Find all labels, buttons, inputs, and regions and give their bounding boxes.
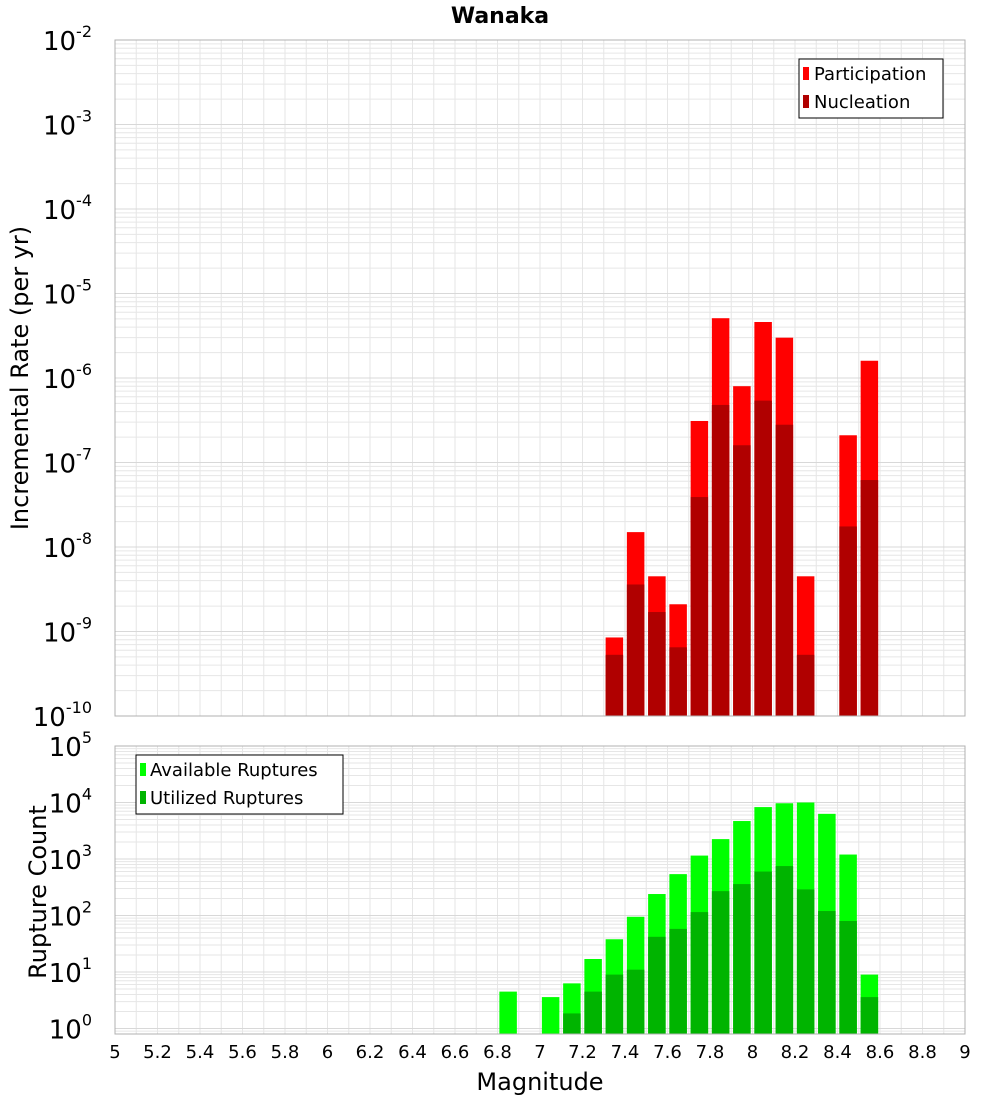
bottom-legend: Available Ruptures Utilized Ruptures xyxy=(135,754,344,815)
bottom-y-tick-label: 102 xyxy=(49,898,92,933)
utilized-bar xyxy=(669,928,687,1034)
utilized-bar xyxy=(690,912,709,1034)
nucleation-bar xyxy=(754,400,772,716)
utilized-bar xyxy=(626,969,645,1034)
nucleation-bar xyxy=(796,654,815,716)
x-tick-label: 6.8 xyxy=(483,1042,512,1063)
nucleation-bar xyxy=(860,480,879,716)
bottom-legend-box xyxy=(135,754,344,815)
x-tick-label: 8.6 xyxy=(866,1042,895,1063)
utilized-legend-label: Utilized Ruptures xyxy=(150,788,303,809)
utilized-bar xyxy=(711,891,730,1034)
bottom-y-ticks: 105 104 103 102 101 100 xyxy=(49,728,92,1046)
bottom-y-axis-label: Rupture Count xyxy=(24,805,52,979)
utilized-bar xyxy=(818,911,836,1034)
nucleation-bar xyxy=(711,404,730,716)
utilized-bar xyxy=(754,871,772,1034)
top-y-tick-label: 10-8 xyxy=(43,529,92,564)
nucleation-bar xyxy=(605,654,624,716)
bottom-y-tick-label: 103 xyxy=(49,841,92,876)
top-y-tick-label: 10-4 xyxy=(43,191,92,226)
x-tick-label: 5.2 xyxy=(143,1042,172,1063)
x-tick-label: 5.4 xyxy=(186,1042,215,1063)
utilized-bar xyxy=(839,920,857,1034)
top-y-tick-label: 10-3 xyxy=(43,107,92,142)
bottom-y-tick-label: 105 xyxy=(49,728,92,763)
top-bars xyxy=(605,318,879,716)
top-y-ticks: 10-2 10-3 10-4 10-5 10-6 10-7 10-8 10-9 10-10 xyxy=(33,22,92,733)
utilized-bar xyxy=(605,974,624,1034)
participation-legend-label: Participation xyxy=(814,64,926,85)
x-tick-label: 9 xyxy=(959,1042,970,1063)
top-legend-box xyxy=(798,58,944,119)
x-axis-label: Magnitude xyxy=(476,1068,603,1096)
bottom-y-tick-label: 104 xyxy=(49,785,92,820)
x-tick-label: 6.4 xyxy=(398,1042,427,1063)
x-tick-label: 7.4 xyxy=(611,1042,640,1063)
bottom-panel: 105 104 103 102 101 100 Rupture Count Availab… xyxy=(24,728,966,1046)
nucleation-bar xyxy=(690,497,709,716)
chart-title: Wanaka xyxy=(451,4,549,29)
bottom-bars xyxy=(499,802,879,1034)
nucleation-legend-label: Nucleation xyxy=(814,92,910,113)
top-y-tick-label: 10-5 xyxy=(43,276,92,311)
x-tick-label: 8.2 xyxy=(781,1042,810,1063)
x-tick-label: 7.6 xyxy=(653,1042,682,1063)
top-y-tick-label: 10-7 xyxy=(43,445,92,480)
top-y-tick-label: 10-9 xyxy=(43,614,92,649)
participation-legend-swatch xyxy=(803,67,809,80)
x-tick-label: 8 xyxy=(747,1042,758,1063)
bottom-y-tick-label: 100 xyxy=(49,1011,92,1046)
x-tick-label: 8.4 xyxy=(823,1042,852,1063)
bottom-y-tick-label: 101 xyxy=(49,954,92,989)
utilized-legend-swatch xyxy=(140,791,146,804)
top-y-tick-label: 10-6 xyxy=(43,360,92,395)
top-y-tick-label: 10-2 xyxy=(43,22,92,57)
x-tick-label: 5.8 xyxy=(271,1042,300,1063)
x-tick-label: 6.2 xyxy=(356,1042,385,1063)
nucleation-bar xyxy=(839,526,857,716)
utilized-bar xyxy=(584,991,602,1034)
x-tick-label: 5 xyxy=(109,1042,120,1063)
bottom-plot-frame xyxy=(114,745,966,1035)
nucleation-bar xyxy=(775,424,794,716)
x-tick-label: 8.8 xyxy=(908,1042,937,1063)
top-legend: Participation Nucleation xyxy=(798,58,944,119)
x-tick-label: 6.6 xyxy=(441,1042,470,1063)
available-bar xyxy=(541,997,560,1034)
x-tick-label: 5.6 xyxy=(228,1042,257,1063)
top-grid xyxy=(114,39,966,717)
available-legend-swatch xyxy=(140,763,146,776)
x-tick-label: 6 xyxy=(322,1042,333,1063)
available-legend-label: Available Ruptures xyxy=(150,760,318,781)
utilized-bar xyxy=(648,936,666,1034)
utilized-bar xyxy=(796,889,815,1034)
nucleation-bar xyxy=(733,445,751,716)
x-tick-label: 7.2 xyxy=(568,1042,597,1063)
utilized-bar xyxy=(563,1013,581,1034)
utilized-bar xyxy=(775,866,794,1034)
x-tick-label: 7 xyxy=(534,1042,545,1063)
utilized-bar xyxy=(733,884,751,1034)
top-plot-frame xyxy=(114,39,966,717)
nucleation-bar xyxy=(669,647,687,716)
top-panel: 10-2 10-3 10-4 10-5 10-6 10-7 10-8 10-9 10-10 In… xyxy=(6,22,966,733)
nucleation-legend-swatch xyxy=(803,95,809,108)
nucleation-bar xyxy=(648,612,666,716)
utilized-bar xyxy=(860,997,879,1034)
top-y-axis-label: Incremental Rate (per yr) xyxy=(6,226,34,530)
top-y-tick-label: 10-10 xyxy=(33,698,92,733)
x-tick-label: 7.8 xyxy=(696,1042,725,1063)
nucleation-bar xyxy=(626,584,645,716)
bottom-grid xyxy=(114,745,966,1035)
available-bar xyxy=(499,991,517,1034)
x-ticks: 5 5.2 5.4 5.6 5.8 6 6.2 6.4 6.6 6.8 7 7.2 7.4 7.6 7.8 8… xyxy=(109,1042,970,1063)
